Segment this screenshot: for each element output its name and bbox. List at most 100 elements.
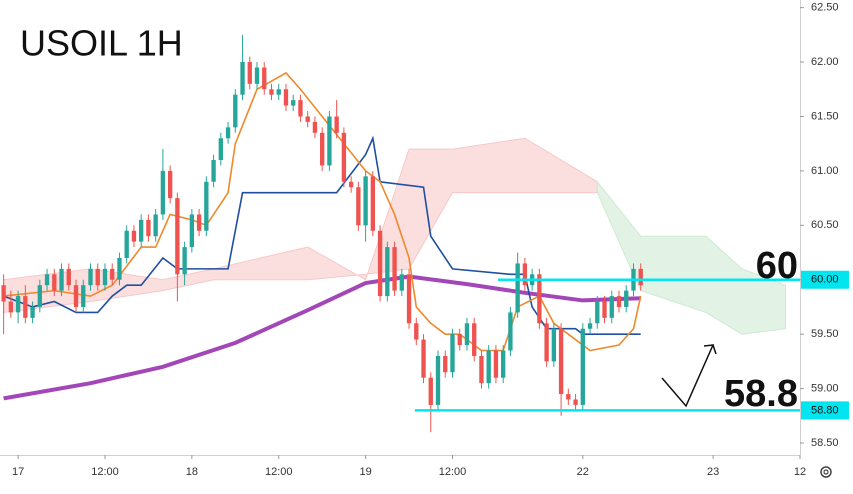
candle-body (522, 263, 528, 286)
candle-body (435, 355, 441, 405)
level-annotation: 58.8 (724, 373, 798, 415)
candle-body (283, 89, 289, 106)
candle-body (269, 89, 274, 95)
x-tick-label: 12 (794, 466, 806, 478)
candle-body (537, 274, 542, 324)
y-tick-label: 62.50 (811, 2, 839, 14)
candle-body (240, 62, 245, 95)
candle-body (15, 296, 21, 313)
level-label: 60.00 (811, 274, 839, 286)
candle-body (486, 350, 491, 384)
candle-body (196, 214, 202, 231)
candle-body (124, 230, 129, 258)
candle-body (305, 116, 310, 122)
candle-body (450, 334, 455, 373)
candle-body (211, 160, 216, 182)
candle-body (320, 132, 325, 166)
candle-body (276, 89, 281, 95)
indicator-line (3, 274, 641, 401)
x-tick-label: 18 (186, 466, 198, 478)
candle-body (327, 116, 332, 166)
candle-body (638, 268, 643, 286)
candle-body (428, 377, 433, 405)
candle-body (8, 301, 14, 313)
y-tick-label: 62.00 (811, 56, 839, 68)
candle-body (44, 274, 50, 286)
candle-body (493, 350, 499, 378)
candle-body (146, 219, 151, 237)
candle-body (66, 268, 71, 286)
cloud (596, 180, 787, 335)
candle-body (225, 127, 231, 139)
candle-body (624, 290, 629, 307)
candle-body (356, 187, 361, 226)
candle-body (312, 121, 318, 133)
candle-body (204, 181, 209, 231)
y-tick-label: 59.50 (811, 328, 839, 340)
settings-icon[interactable] (820, 466, 832, 478)
candle-body (131, 230, 137, 242)
candle-body (587, 323, 593, 329)
candle-body (247, 62, 252, 84)
candle-body (399, 274, 404, 291)
candle-body (291, 100, 296, 106)
candle-body (472, 323, 477, 356)
plot-area (1, 34, 800, 433)
x-tick-label: 12:00 (91, 466, 119, 478)
candle-body (167, 170, 173, 199)
y-tick-label: 61.50 (811, 110, 839, 122)
candle-body (551, 328, 557, 362)
check-arrow (661, 344, 717, 408)
candle-body (595, 301, 600, 324)
candle-body (370, 176, 376, 231)
candle-body (298, 100, 303, 117)
candle-body (414, 323, 419, 340)
candle-body (189, 214, 195, 248)
candle-body (30, 306, 35, 318)
candle-body (602, 301, 607, 318)
candle-body (81, 285, 86, 307)
y-tick-label: 61.00 (811, 165, 839, 177)
level-label-box (801, 401, 849, 420)
candle-body (175, 198, 180, 275)
candle-body (580, 328, 585, 405)
candle-body (139, 219, 144, 242)
candle-body (262, 67, 267, 90)
candle-body (479, 355, 484, 384)
candle-body (73, 285, 79, 307)
candle-body (348, 181, 354, 188)
level-label-box (801, 270, 849, 289)
x-tick-label: 12:00 (265, 466, 293, 478)
candle-body (341, 132, 347, 182)
candle-body (500, 350, 506, 378)
y-tick-label: 59.00 (811, 383, 839, 395)
indicator-line (3, 135, 641, 335)
candle-body (23, 296, 28, 318)
candle-body (182, 247, 187, 275)
candle-body (464, 323, 470, 346)
candle-body (52, 274, 57, 291)
candle-body (385, 247, 390, 297)
candle-body (573, 399, 578, 405)
level-label: 58.80 (811, 404, 839, 416)
candle-body (363, 176, 368, 226)
candle-body (153, 214, 158, 237)
candle-body (377, 230, 383, 297)
candle-body (334, 116, 339, 133)
candle-body (566, 394, 571, 400)
candle-body (457, 334, 462, 346)
candle-body (558, 328, 564, 395)
x-tick-label: 17 (12, 466, 24, 478)
candle-body (117, 257, 122, 280)
candle-body (233, 94, 238, 128)
x-tick-label: 19 (359, 466, 371, 478)
candle-body (616, 296, 622, 307)
y-tick-label: 58.50 (811, 437, 839, 449)
candle-body (443, 355, 448, 373)
candle-body (515, 263, 520, 313)
candle-body (544, 323, 549, 362)
x-tick-label: 12:00 (439, 466, 467, 478)
candle-body (37, 285, 42, 307)
candle-body (110, 268, 115, 280)
candle-body (102, 268, 108, 286)
